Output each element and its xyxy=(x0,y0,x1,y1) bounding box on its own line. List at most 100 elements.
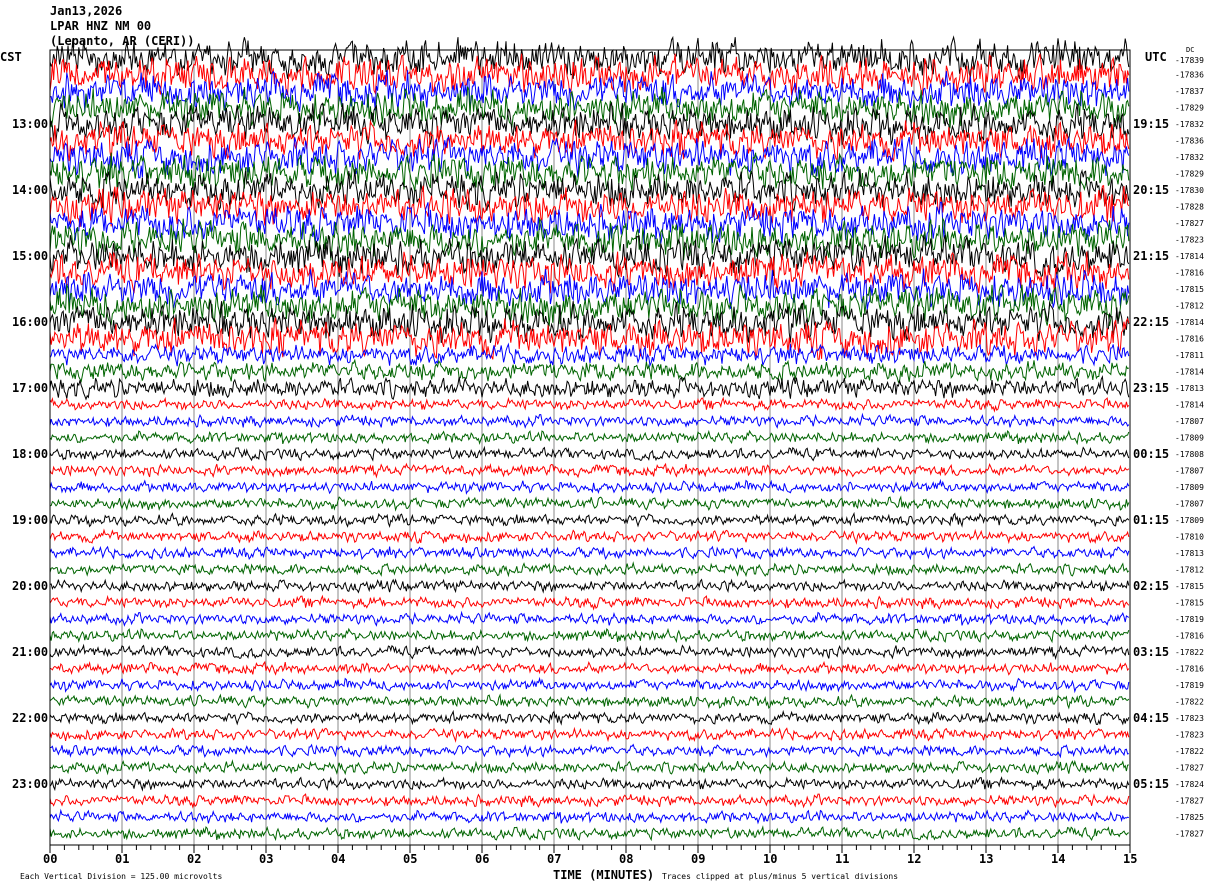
x-tick-label: 13 xyxy=(979,852,993,866)
x-tick-label: 11 xyxy=(835,852,849,866)
trace-line xyxy=(49,726,1130,743)
date-label: Jan13,2026 xyxy=(50,4,123,18)
dc-offset-label: -17839 xyxy=(1175,56,1204,65)
dc-offset-label: -17808 xyxy=(1175,450,1204,459)
right-hour-label: 03:15 xyxy=(1133,645,1169,659)
left-hour-label: 19:00 xyxy=(12,513,48,527)
trace-line xyxy=(49,299,1130,343)
clip-note: Traces clipped at plus/minus 5 vertical … xyxy=(662,872,898,881)
left-hour-label: 16:00 xyxy=(12,315,48,329)
dc-offset-label: -17827 xyxy=(1175,219,1204,228)
dc-offset-label: -17827 xyxy=(1175,830,1204,839)
dc-offset-label: -17823 xyxy=(1175,731,1204,740)
x-tick-label: 01 xyxy=(115,852,129,866)
dc-offset-label: -17815 xyxy=(1175,285,1204,294)
trace-line xyxy=(49,793,1130,809)
x-tick-label: 03 xyxy=(259,852,273,866)
dc-offset-label: -17827 xyxy=(1175,797,1204,806)
trace-line xyxy=(49,776,1130,792)
dc-offset-label: -17807 xyxy=(1175,417,1204,426)
x-tick-label: 05 xyxy=(403,852,417,866)
right-timezone-label: UTC xyxy=(1145,50,1167,64)
dc-offset-label: -17809 xyxy=(1175,434,1204,443)
trace-line xyxy=(49,511,1130,529)
trace-line xyxy=(49,825,1130,842)
left-hour-label: 18:00 xyxy=(12,447,48,461)
trace-line xyxy=(49,70,1130,112)
trace-line xyxy=(49,358,1129,384)
dc-offset-label: -17822 xyxy=(1175,698,1204,707)
right-hour-label: 23:15 xyxy=(1133,381,1169,395)
left-hour-label: 21:00 xyxy=(12,645,48,659)
dc-offset-label: -17823 xyxy=(1175,236,1204,245)
right-hour-label: 05:15 xyxy=(1133,777,1169,791)
right-hour-label: 20:15 xyxy=(1133,183,1169,197)
x-tick-label: 04 xyxy=(331,852,345,866)
dc-offset-label: -17829 xyxy=(1175,170,1204,179)
dc-offset-label: -17813 xyxy=(1175,384,1204,393)
trace-line xyxy=(49,216,1130,261)
left-hour-label: 14:00 xyxy=(12,183,48,197)
dc-offset-label: -17809 xyxy=(1175,483,1204,492)
trace-line xyxy=(49,185,1130,227)
x-tick-label: 15 xyxy=(1123,852,1137,866)
dc-offset-label: -17809 xyxy=(1175,516,1204,525)
x-tick-label: 00 xyxy=(43,852,57,866)
dc-offset-label: -17814 xyxy=(1175,401,1204,410)
trace-line xyxy=(50,743,1129,759)
trace-line xyxy=(49,759,1129,776)
dc-offset-label: -17823 xyxy=(1175,714,1204,723)
dc-offset-label: -17836 xyxy=(1175,71,1204,80)
left-hour-label: 22:00 xyxy=(12,711,48,725)
trace-line xyxy=(49,412,1130,429)
dc-offset-label: -17830 xyxy=(1175,186,1204,195)
x-tick-label: 09 xyxy=(691,852,705,866)
trace-line xyxy=(49,268,1130,310)
dc-offset-label: -17812 xyxy=(1175,302,1204,311)
dc-offset-label: -17807 xyxy=(1175,500,1204,509)
plot-frame xyxy=(49,49,1131,846)
dc-offset-label: -17836 xyxy=(1175,137,1204,146)
x-tick-label: 12 xyxy=(907,852,921,866)
right-hour-label: 21:15 xyxy=(1133,249,1169,263)
dc-offset-label: -17816 xyxy=(1175,335,1204,344)
x-tick-label: 10 xyxy=(763,852,777,866)
dc-offset-label: -17814 xyxy=(1175,318,1204,327)
trace-line xyxy=(49,808,1129,825)
dc-offset-label: -17832 xyxy=(1175,120,1204,129)
location-label: (Lepanto, AR (CERI)) xyxy=(50,34,195,48)
trace-line xyxy=(49,462,1130,479)
dc-offset-label: -17816 xyxy=(1175,665,1204,674)
dc-offset-label: -17828 xyxy=(1175,203,1204,212)
trace-line xyxy=(49,627,1130,644)
x-tick-label: 02 xyxy=(187,852,201,866)
dc-offset-label: -17825 xyxy=(1175,813,1204,822)
trace-line xyxy=(49,693,1130,710)
right-hour-label: 00:15 xyxy=(1133,447,1169,461)
trace-line xyxy=(49,101,1130,145)
dc-offset-label: -17837 xyxy=(1175,87,1204,96)
right-hour-label: 19:15 xyxy=(1133,117,1169,131)
dc-offset-label: -17810 xyxy=(1175,533,1204,542)
trace-line xyxy=(49,545,1130,561)
trace-line xyxy=(49,429,1130,446)
dc-offset-label: -17816 xyxy=(1175,632,1204,641)
trace-line xyxy=(49,251,1130,294)
x-tick-label: 07 xyxy=(547,852,561,866)
right-hour-label: 01:15 xyxy=(1133,513,1169,527)
trace-line xyxy=(49,317,1130,360)
dc-offset-label: -17829 xyxy=(1175,104,1204,113)
trace-line xyxy=(49,478,1130,495)
left-hour-label: 15:00 xyxy=(12,249,48,263)
x-axis: 00 01 02 03 04 05 06 07 08 09 10 11 12 13 14 15 xyxy=(43,845,1137,866)
trace-line xyxy=(49,528,1130,545)
trace-line xyxy=(49,119,1130,162)
dc-offset-label: -17819 xyxy=(1175,681,1204,690)
x-axis-title: TIME (MINUTES) xyxy=(553,868,654,882)
left-hour-label: 13:00 xyxy=(12,117,48,131)
dc-offset-label: -17812 xyxy=(1175,566,1204,575)
left-hour-label: 20:00 xyxy=(12,579,48,593)
dc-offset-label: -17811 xyxy=(1175,351,1204,360)
dc-offset-label: -17815 xyxy=(1175,582,1204,591)
